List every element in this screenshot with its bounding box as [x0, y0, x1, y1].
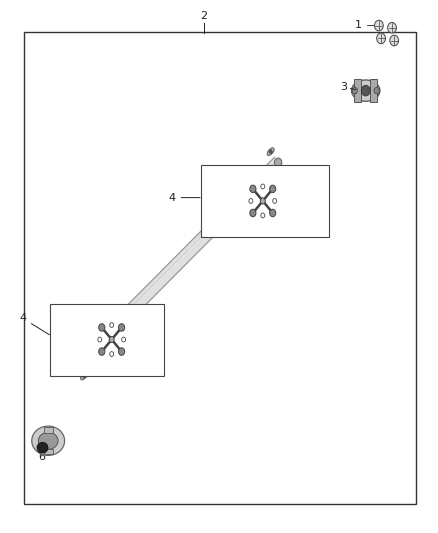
Bar: [370, 79, 377, 102]
Circle shape: [352, 87, 357, 94]
Ellipse shape: [37, 442, 48, 453]
Circle shape: [377, 33, 385, 44]
Circle shape: [260, 198, 265, 204]
Circle shape: [250, 209, 256, 217]
Ellipse shape: [39, 432, 58, 449]
Bar: [44, 449, 53, 454]
Circle shape: [119, 324, 125, 331]
Circle shape: [390, 35, 399, 46]
Ellipse shape: [81, 372, 88, 380]
Ellipse shape: [66, 350, 73, 358]
Bar: [50, 304, 164, 376]
Circle shape: [68, 352, 71, 356]
Circle shape: [99, 348, 105, 356]
Circle shape: [99, 324, 105, 331]
Text: 1: 1: [354, 20, 361, 30]
Bar: [44, 427, 53, 433]
Circle shape: [284, 172, 287, 175]
Circle shape: [269, 150, 272, 154]
Circle shape: [250, 185, 256, 192]
Circle shape: [361, 85, 370, 96]
Circle shape: [374, 87, 379, 94]
Circle shape: [270, 185, 276, 192]
Text: 2: 2: [200, 11, 207, 21]
Ellipse shape: [351, 80, 380, 101]
Circle shape: [119, 348, 125, 356]
Text: 4: 4: [19, 313, 49, 335]
Ellipse shape: [267, 148, 274, 156]
Ellipse shape: [282, 169, 289, 177]
Circle shape: [374, 20, 383, 31]
Circle shape: [73, 361, 80, 369]
Bar: [24, 32, 416, 504]
Text: 4: 4: [169, 192, 200, 203]
Text: 6: 6: [38, 453, 45, 462]
Circle shape: [388, 22, 396, 33]
Bar: [354, 79, 361, 102]
Circle shape: [109, 336, 114, 343]
Text: 5: 5: [136, 312, 142, 322]
Text: 5: 5: [300, 173, 306, 183]
Circle shape: [83, 374, 85, 378]
Ellipse shape: [32, 426, 65, 455]
Bar: [201, 165, 328, 237]
Polygon shape: [73, 157, 282, 370]
Text: 3: 3: [340, 83, 347, 92]
Circle shape: [270, 209, 276, 217]
Circle shape: [275, 158, 282, 167]
